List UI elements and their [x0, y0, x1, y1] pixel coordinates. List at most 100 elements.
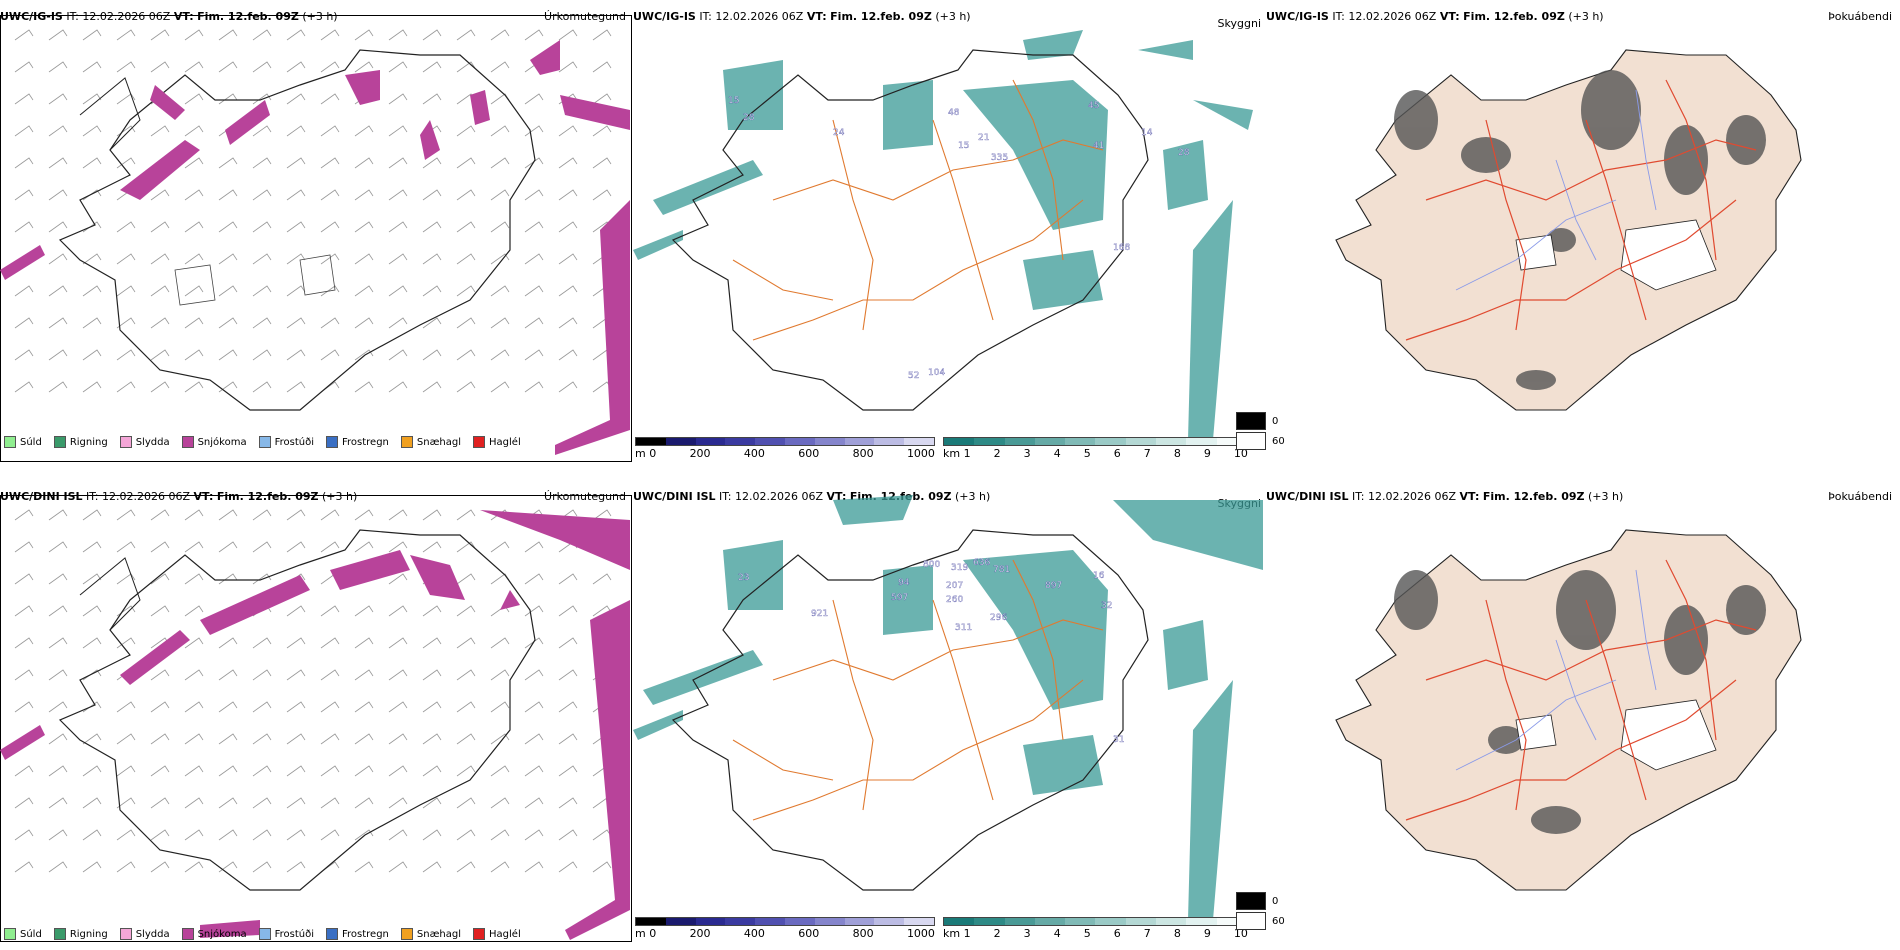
wind-barb [218, 349, 238, 361]
wind-barb [286, 349, 306, 361]
wind-barb [354, 221, 374, 233]
vis-value-label: 52 [908, 371, 919, 381]
wind-barb [456, 509, 476, 521]
wind-barb [48, 157, 68, 169]
wind-barb [286, 829, 306, 841]
colorbar-gradient [635, 437, 935, 446]
wind-barb [184, 29, 204, 41]
wind-barb [354, 381, 374, 393]
wind-barb [388, 765, 408, 777]
wind-barb [150, 381, 170, 393]
vis-value-label: 28 [743, 113, 755, 123]
wind-barb [14, 285, 34, 297]
wind-barb [286, 701, 306, 713]
wind-barb [490, 125, 510, 137]
wind-barb [252, 637, 272, 649]
wind-barb [218, 861, 238, 873]
wind-barb [592, 93, 612, 105]
wind-barb [184, 381, 204, 393]
vis-value-label: 311 [955, 623, 972, 633]
fog-key-item: 0 [1236, 892, 1285, 910]
wind-barb [524, 253, 544, 265]
wind-barb [286, 637, 306, 649]
wind-barb [422, 733, 442, 745]
wind-barb [116, 797, 136, 809]
vis-value-label: 28 [1178, 148, 1190, 158]
wind-barb [184, 765, 204, 777]
wind-barb [456, 733, 476, 745]
panel-title: Úrkomutegund [544, 490, 626, 503]
wind-barb [286, 381, 306, 393]
wind-barb [184, 669, 204, 681]
legend-swatch [326, 928, 338, 940]
wind-barb [422, 829, 442, 841]
wind-barb [82, 637, 102, 649]
wind-barb [82, 285, 102, 297]
wind-barb [150, 765, 170, 777]
wind-barb [320, 701, 340, 713]
wind-barb [558, 605, 578, 617]
panel-header: UWC/IG-IS IT: 12.02.2026 06Z VT: Fim. 12… [633, 10, 971, 23]
legend-swatch [326, 436, 338, 448]
wind-barb [184, 189, 204, 201]
wind-barb [14, 509, 34, 521]
wind-barb [116, 861, 136, 873]
wind-barb [524, 125, 544, 137]
wind-barb [388, 733, 408, 745]
wind-barbs [14, 509, 612, 873]
vis-value-label: 597 [891, 593, 908, 603]
vis-value-label: 23 [738, 573, 749, 583]
wind-barb [116, 829, 136, 841]
wind-barb [252, 765, 272, 777]
wind-barb [422, 189, 442, 201]
wind-barb [150, 125, 170, 137]
wind-barb [558, 125, 578, 137]
ceiling-colorbar: m 0 200 400 600 800 1000 [635, 437, 935, 460]
wind-barb [184, 797, 204, 809]
wind-barb [218, 381, 238, 393]
wind-barb [116, 221, 136, 233]
wind-barb [422, 797, 442, 809]
wind-barb [48, 285, 68, 297]
wind-barb [388, 637, 408, 649]
wind-barb [286, 125, 306, 137]
wind-barb [286, 797, 306, 809]
wind-barb [48, 701, 68, 713]
wind-barb [354, 797, 374, 809]
wind-barb [354, 861, 374, 873]
legend-item: Slydda [119, 928, 170, 940]
legend-swatch [258, 928, 271, 940]
vis-value-label: 32 [1101, 601, 1112, 611]
wind-barb [388, 349, 408, 361]
wind-barb [252, 829, 272, 841]
wind-barb [524, 189, 544, 201]
fog-map [1335, 49, 1802, 411]
wind-barb [184, 285, 204, 297]
wind-barb [456, 861, 476, 873]
wind-barb [150, 61, 170, 73]
legend-swatch [53, 436, 66, 448]
panel-header: UWC/IG-IS IT: 12.02.2026 06Z VT: Fim. 12… [1266, 10, 1604, 23]
wind-barb [14, 381, 34, 393]
wind-barb [320, 733, 340, 745]
wind-barb [388, 221, 408, 233]
wind-barb [252, 189, 272, 201]
wind-barb [320, 29, 340, 41]
wind-barb [150, 189, 170, 201]
wind-barb [490, 733, 510, 745]
wind-barb [14, 125, 34, 137]
wind-barb [422, 605, 442, 617]
wind-barb [320, 189, 340, 201]
wind-barb [524, 29, 544, 41]
vis-value-labels: 15 28 24 48 15 21 335 45 41 14 28 168 10… [728, 96, 1190, 381]
wind-barb [354, 29, 374, 41]
legend-item: Súld [4, 436, 42, 448]
wind-barb [218, 317, 238, 329]
wind-barb [48, 317, 68, 329]
wind-barb [524, 381, 544, 393]
vis-value-label: 94 [898, 578, 910, 588]
wind-barb [48, 29, 68, 41]
panel-header: UWC/IG-IS IT: 12.02.2026 06Z VT: Fim. 12… [0, 10, 338, 23]
vis-value-label: 636 [973, 558, 990, 568]
wind-barb [456, 637, 476, 649]
